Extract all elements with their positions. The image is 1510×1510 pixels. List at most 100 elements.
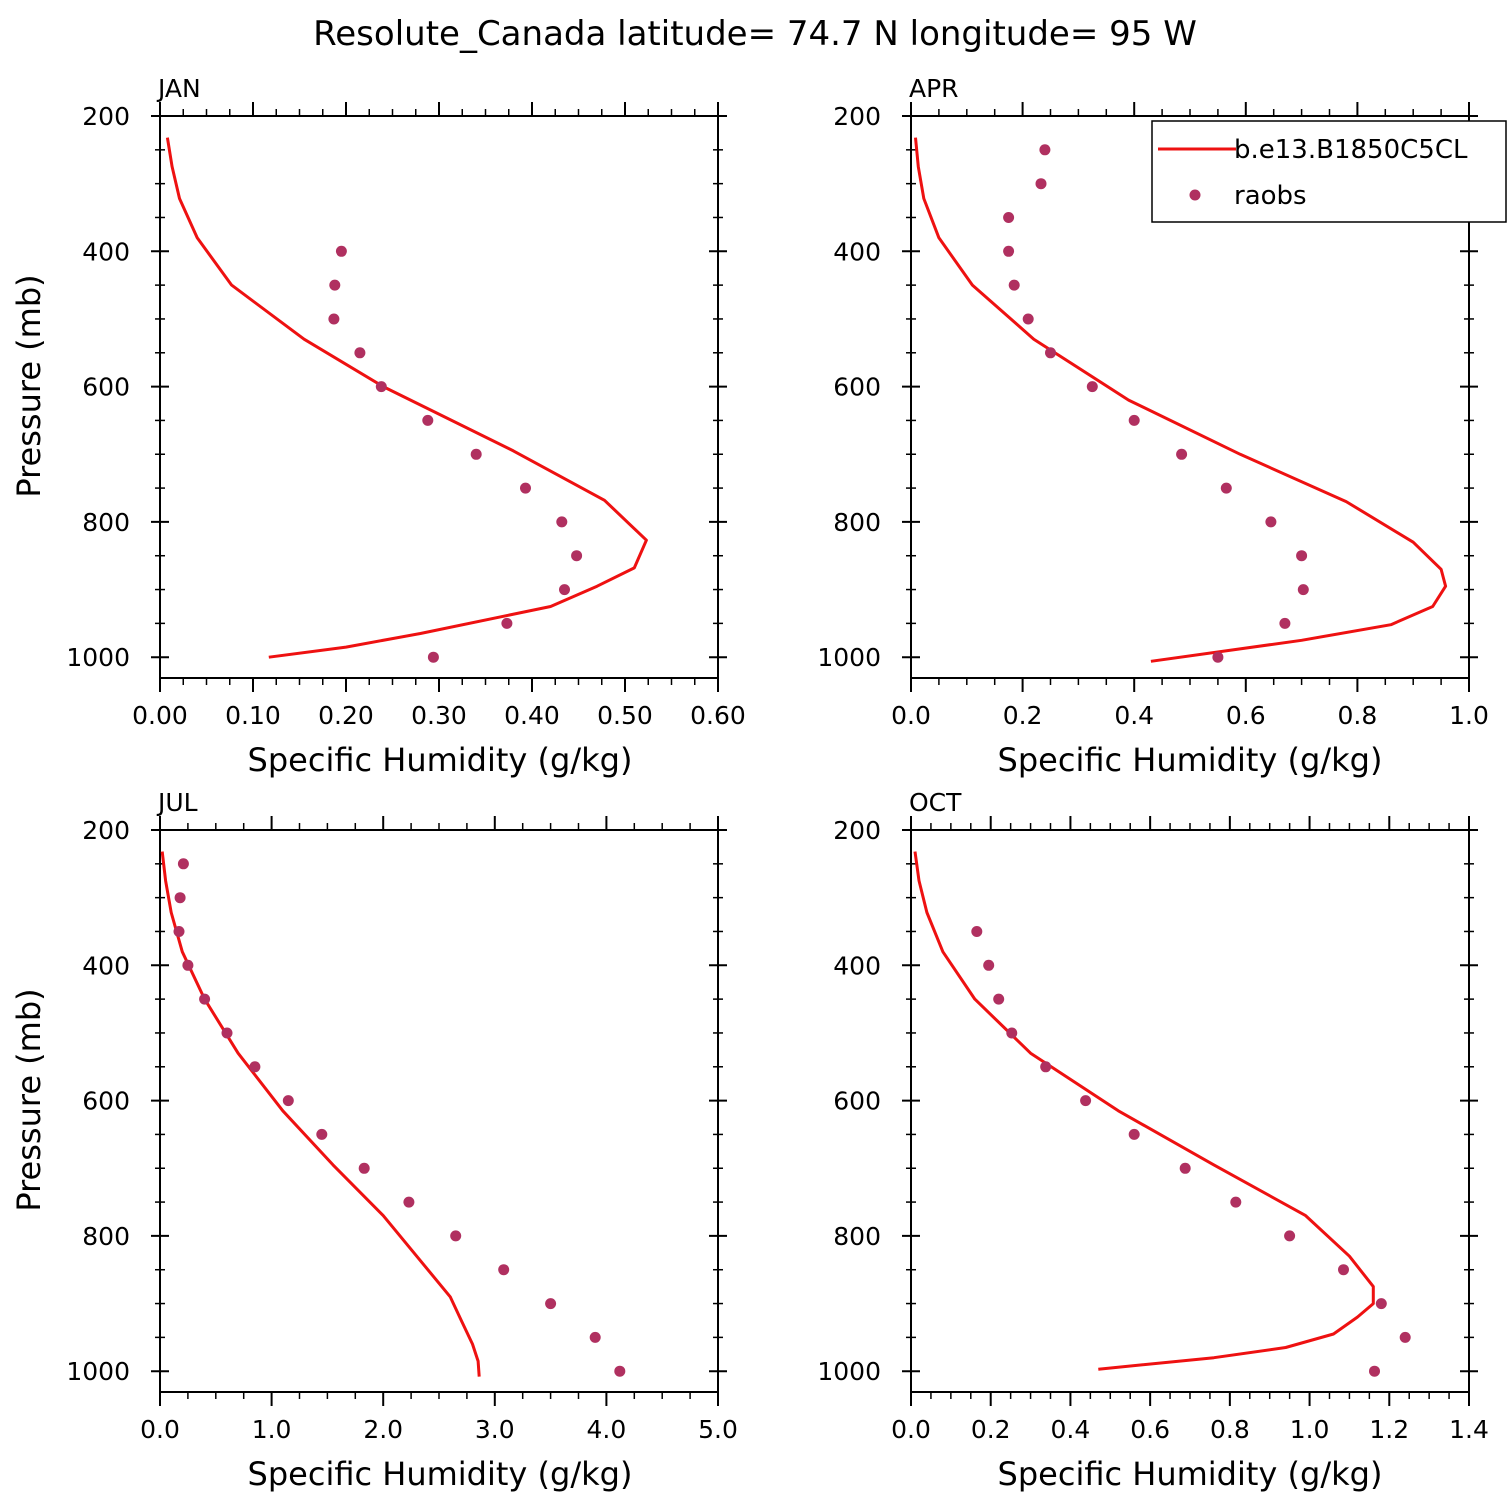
raobs-point-oct <box>1080 1095 1092 1107</box>
raobs-point-apr <box>1220 482 1232 494</box>
plot-oct: 0.0 0.2 0.4 0.6 0.8 1.0 1.2 1.4 200 400 600 800 1000 <box>817 816 1489 1444</box>
raobs-point-apr <box>1008 279 1020 291</box>
raobs-point-oct <box>983 959 995 971</box>
raobs-point-jul <box>450 1230 462 1242</box>
raobs-point-oct <box>1179 1162 1191 1174</box>
panel-jul: JUL Specific Humidity (g/kg) Pressure (m… <box>10 788 632 1493</box>
y-tick-label-oct: 400 <box>833 951 881 980</box>
panel-oct: OCT Specific Humidity (g/kg) <box>909 788 1382 1493</box>
y-tick-label-jan: 1000 <box>66 643 130 672</box>
plot-jul: 0.0 1.0 2.0 3.0 4.0 5.0 200 400 600 800 1000 <box>66 816 738 1444</box>
x-tick-label-jan: 0.40 <box>504 701 560 730</box>
y-axis-label-jan: Pressure (mb) <box>10 274 48 497</box>
x-tick-label-oct: 0.6 <box>1130 1415 1170 1444</box>
raobs-point-jul <box>316 1128 328 1140</box>
raobs-point-jul <box>589 1331 601 1343</box>
x-tick-label-jul: 4.0 <box>587 1415 627 1444</box>
raobs-point-jul <box>174 892 186 904</box>
raobs-point-jul <box>221 1027 233 1039</box>
raobs-point-apr <box>1128 414 1140 426</box>
legend-raobs-marker <box>1189 189 1201 201</box>
legend-box <box>1151 120 1507 223</box>
y-tick-label-oct: 600 <box>833 1087 881 1116</box>
raobs-point-oct <box>1399 1331 1411 1343</box>
x-tick-label-oct: 1.4 <box>1449 1415 1489 1444</box>
y-tick-label-apr: 1000 <box>817 643 881 672</box>
figure-title: Resolute_Canada latitude= 74.7 N longitu… <box>313 14 1197 54</box>
raobs-point-jul <box>199 993 211 1005</box>
legend-raobs-label: raobs <box>1234 181 1307 211</box>
legend: b.e13.B1850C5CL raobs <box>1151 120 1507 223</box>
raobs-point-jul <box>182 959 194 971</box>
x-axis-label-jul: Specific Humidity (g/kg) <box>248 1455 633 1493</box>
raobs-point-apr <box>1035 178 1047 190</box>
raobs-point-apr <box>1297 584 1309 596</box>
x-tick-label-oct: 0.2 <box>971 1415 1011 1444</box>
y-tick-label-oct: 1000 <box>817 1357 881 1386</box>
panel-apr: APR Specific Humidity (g/kg) <box>909 74 1382 779</box>
x-tick-label-apr: 0.0 <box>891 701 931 730</box>
raobs-point-jul <box>358 1162 370 1174</box>
x-tick-label-oct: 0.4 <box>1051 1415 1091 1444</box>
panel-label-jan: JAN <box>156 74 201 103</box>
model-line-apr <box>914 137 1448 663</box>
raobs-point-jan <box>422 414 434 426</box>
panel-label-apr: APR <box>909 74 959 103</box>
y-tick-label-jul: 200 <box>82 816 130 845</box>
x-tick-label-apr: 0.2 <box>1003 701 1043 730</box>
panel-label-oct: OCT <box>909 788 962 817</box>
raobs-point-jul <box>498 1264 510 1276</box>
raobs-point-apr <box>1022 313 1034 325</box>
raobs-point-oct <box>1128 1128 1140 1140</box>
x-tick-label-jan: 0.00 <box>132 701 188 730</box>
x-tick-label-oct: 0.0 <box>891 1415 931 1444</box>
raobs-point-apr <box>1039 144 1051 156</box>
x-tick-label-apr: 0.8 <box>1338 701 1378 730</box>
x-tick-label-jan: 0.30 <box>411 701 467 730</box>
y-tick-label-jan: 600 <box>82 373 130 402</box>
raobs-point-jan <box>559 584 570 596</box>
panel-jan: JAN Specific Humidity (g/kg) Pressure (m… <box>10 74 632 779</box>
y-tick-label-jul: 800 <box>82 1222 130 1251</box>
x-tick-label-jan: 0.60 <box>690 701 746 730</box>
y-tick-label-jan: 400 <box>82 237 130 266</box>
raobs-point-jan <box>520 482 531 494</box>
panel-label-jul: JUL <box>156 788 198 817</box>
y-tick-label-jan: 800 <box>82 508 130 537</box>
x-tick-label-jul: 0.0 <box>140 1415 180 1444</box>
plot-apr: 0.0 0.2 0.4 0.6 0.8 1.0 200 400 600 800 1000 <box>817 102 1489 730</box>
y-tick-label-jan: 200 <box>82 102 130 131</box>
plot-jan: 0.00 0.10 0.20 0.30 0.40 0.50 0.60 200 400 600 800… <box>66 102 746 730</box>
raobs-point-oct <box>1040 1061 1052 1073</box>
raobs-point-jul <box>614 1365 626 1377</box>
y-tick-label-apr: 800 <box>833 508 881 537</box>
raobs-point-apr <box>1176 448 1188 460</box>
y-tick-label-apr: 200 <box>833 102 881 131</box>
raobs-point-oct <box>1006 1027 1018 1039</box>
x-tick-label-jul: 5.0 <box>698 1415 738 1444</box>
legend-model-label: b.e13.B1850C5CL <box>1234 135 1468 165</box>
y-tick-label-oct: 200 <box>833 816 881 845</box>
raobs-point-apr <box>1003 245 1015 257</box>
raobs-point-jan <box>501 617 513 629</box>
raobs-point-oct <box>993 993 1005 1005</box>
raobs-point-jul <box>282 1095 294 1107</box>
model-line-oct <box>913 851 1375 1371</box>
raobs-point-apr <box>1045 347 1056 359</box>
raobs-point-apr <box>1003 212 1015 223</box>
raobs-point-oct <box>1230 1196 1242 1208</box>
x-tick-label-oct: 1.0 <box>1290 1415 1330 1444</box>
raobs-point-apr <box>1086 381 1098 393</box>
raobs-point-oct <box>971 926 983 937</box>
raobs-point-jan <box>470 448 482 460</box>
raobs-point-jan <box>335 245 347 257</box>
y-tick-label-jul: 1000 <box>66 1357 130 1386</box>
raobs-point-jan <box>571 550 583 562</box>
y-tick-label-oct: 800 <box>833 1222 881 1251</box>
y-tick-label-jul: 400 <box>82 951 130 980</box>
x-tick-label-jul: 1.0 <box>252 1415 292 1444</box>
raobs-point-apr <box>1296 550 1308 562</box>
model-line-jan <box>165 137 648 659</box>
raobs-point-jul <box>545 1298 557 1310</box>
